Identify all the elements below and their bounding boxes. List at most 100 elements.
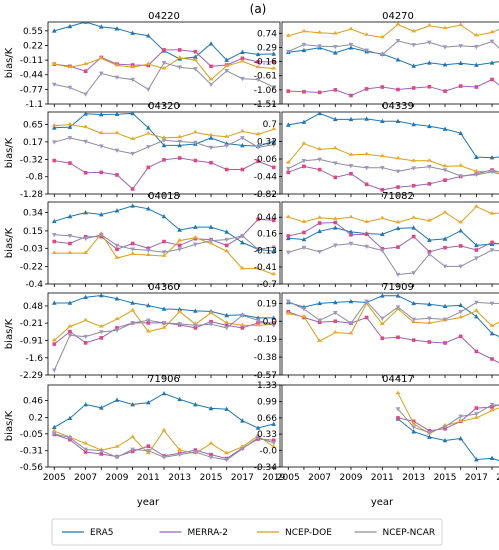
data-point-ncep-ncar — [380, 248, 385, 254]
data-point-era5 — [146, 302, 151, 308]
data-point-merra-2 — [83, 69, 88, 73]
data-point-ncep-ncar — [301, 159, 307, 164]
data-point-merra-2 — [333, 88, 338, 92]
panel-title: 04018 — [148, 191, 180, 202]
data-point-era5 — [130, 402, 135, 407]
y-tick-label: 0.19 — [257, 299, 277, 309]
data-point-ncep-doe — [348, 26, 354, 31]
data-point-ncep-ncar — [348, 164, 354, 169]
data-point-merra-2 — [364, 232, 369, 237]
data-point-ncep-ncar — [98, 233, 104, 238]
data-point-ncep-ncar — [255, 145, 261, 150]
data-point-ncep-ncar — [395, 39, 401, 44]
data-point-merra-2 — [177, 156, 182, 160]
y-tick-label: -1.1 — [25, 100, 43, 110]
y-tick-label: -0.38 — [254, 353, 278, 363]
data-point-merra-2 — [52, 158, 57, 163]
data-point-merra-2 — [396, 416, 400, 420]
data-point-merra-2 — [286, 170, 291, 175]
data-point-merra-2 — [474, 349, 479, 354]
data-point-ncep-ncar — [271, 245, 277, 250]
data-point-ncep-ncar — [411, 43, 416, 48]
data-point-ncep-ncar — [51, 233, 57, 238]
data-point-era5 — [146, 125, 151, 130]
data-point-era5 — [395, 118, 401, 124]
data-point-merra-2 — [427, 84, 432, 89]
data-point-ncep-ncar — [458, 414, 464, 419]
y-tick-label: 0.66 — [257, 414, 277, 424]
data-point-merra-2 — [271, 60, 276, 64]
data-point-ncep-ncar — [442, 45, 448, 50]
plot-frame — [281, 201, 499, 285]
data-point-merra-2 — [68, 329, 72, 334]
data-point-era5 — [193, 224, 198, 229]
data-point-era5 — [285, 122, 291, 127]
series-line-ncep-ncar — [397, 404, 499, 434]
y-tick-label: 0.17 — [23, 138, 43, 148]
data-point-ncep-doe — [332, 145, 338, 150]
data-point-ncep-ncar — [332, 45, 338, 50]
data-point-ncep-doe — [114, 316, 120, 321]
data-point-ncep-doe — [208, 440, 214, 445]
data-point-merra-2 — [52, 342, 57, 346]
data-point-ncep-ncar — [364, 299, 369, 304]
data-point-ncep-doe — [161, 253, 167, 257]
y-tick-label: 0.0 — [263, 317, 278, 327]
series-group — [285, 293, 499, 364]
data-point-merra-2 — [474, 248, 479, 252]
data-point-merra-2 — [333, 175, 338, 180]
data-point-merra-2 — [146, 246, 151, 251]
data-point-merra-2 — [271, 165, 276, 170]
data-point-ncep-doe — [426, 23, 432, 27]
data-point-ncep-doe — [301, 313, 307, 318]
data-point-ncep-ncar — [67, 233, 73, 239]
data-point-era5 — [146, 400, 151, 405]
panel-04220: 04220 0.55 0.22 -0.11 -0.44 -0.77 -1.1 bias/K — [4, 11, 281, 110]
data-point-ncep-doe — [51, 428, 57, 433]
data-point-era5 — [458, 130, 464, 135]
data-point-merra-2 — [256, 217, 260, 222]
data-point-ncep-ncar — [177, 322, 182, 327]
data-point-ncep-doe — [130, 64, 136, 69]
y-tick-label: 0.2 — [29, 414, 43, 424]
data-point-merra-2 — [317, 90, 322, 95]
data-point-era5 — [67, 300, 73, 305]
data-point-ncep-ncar — [208, 82, 214, 87]
y-tick-label: -0.4 — [25, 280, 43, 290]
data-point-merra-2 — [193, 49, 198, 54]
data-point-ncep-ncar — [240, 76, 245, 82]
data-point-merra-2 — [458, 244, 463, 248]
panel-04270: 04270 0.74 0.29 -0.16 -0.61 -1.06 -1.51 — [254, 11, 499, 110]
data-point-merra-2 — [271, 438, 276, 443]
data-point-merra-2 — [364, 315, 369, 320]
data-point-ncep-ncar — [348, 321, 354, 326]
data-point-ncep-doe — [98, 324, 104, 328]
data-point-era5 — [98, 112, 104, 117]
panel-04339: 04339 0.7 0.32 -0.06 -0.44 -0.82 — [254, 101, 499, 200]
data-point-era5 — [489, 455, 495, 460]
data-point-ncep-ncar — [130, 247, 135, 252]
data-point-ncep-ncar — [411, 166, 416, 171]
data-point-ncep-ncar — [177, 139, 182, 144]
figure-label: (a) — [250, 2, 267, 16]
y-tick-label: 0.7 — [263, 120, 277, 130]
data-point-era5 — [301, 236, 307, 242]
data-point-ncep-ncar — [332, 310, 338, 316]
data-point-era5 — [161, 142, 167, 148]
data-point-merra-2 — [380, 85, 385, 89]
data-point-ncep-ncar — [364, 165, 369, 171]
data-point-era5 — [442, 62, 448, 67]
data-point-ncep-ncar — [395, 407, 401, 412]
data-point-merra-2 — [411, 86, 416, 90]
data-point-era5 — [193, 402, 198, 407]
y-axis-label: bias/K — [4, 318, 15, 349]
data-point-merra-2 — [177, 243, 182, 248]
data-point-era5 — [51, 125, 57, 130]
data-point-merra-2 — [271, 218, 276, 223]
data-point-era5 — [458, 436, 464, 441]
data-point-merra-2 — [83, 170, 88, 175]
data-point-ncep-ncar — [271, 323, 277, 328]
data-point-era5 — [240, 240, 245, 245]
data-point-era5 — [395, 293, 401, 298]
